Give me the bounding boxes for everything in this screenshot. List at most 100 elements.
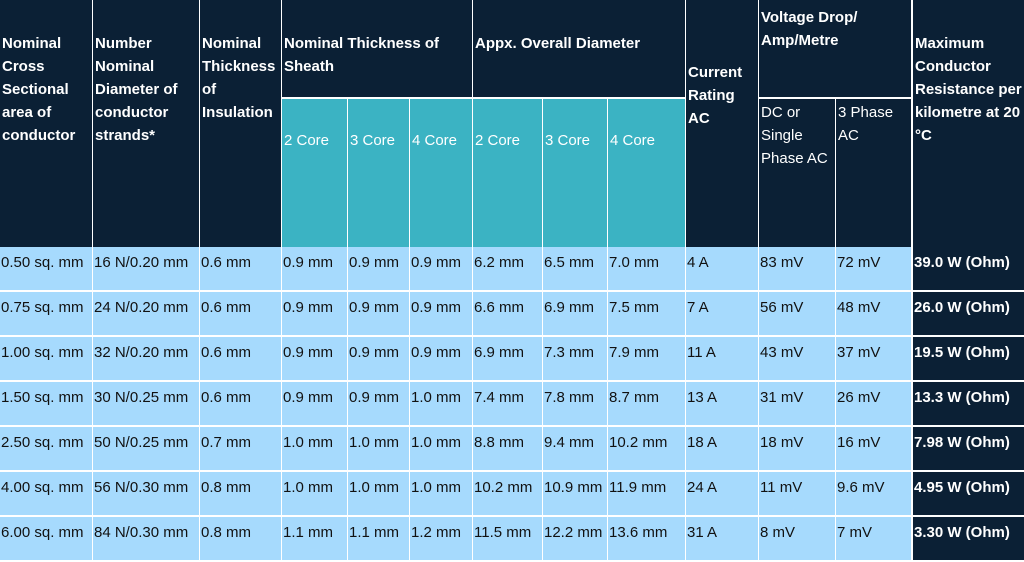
cell-csa: 1.00 sq. mm (0, 337, 92, 382)
cell-strands: 30 N/0.25 mm (92, 382, 199, 427)
cell-csa: 6.00 sq. mm (0, 517, 92, 562)
cell-current: 4 A (685, 247, 758, 292)
cell-resistance: 4.95 W (Ohm) (911, 472, 1024, 517)
cell-csa: 1.50 sq. mm (0, 382, 92, 427)
cell-sheath-3-core: 1.1 mm (347, 517, 409, 562)
cell-dc-drop: 31 mV (758, 382, 835, 427)
cell-sheath-4-core: 1.0 mm (409, 382, 472, 427)
cell-ac3-drop: 37 mV (835, 337, 911, 382)
header-sheath: Nominal Thickness of Sheath (281, 0, 472, 98)
cell-sheath-2-core: 1.0 mm (281, 472, 347, 517)
cell-strands: 50 N/0.25 mm (92, 427, 199, 472)
subheader-diameter-3-core: 3 Core (542, 97, 607, 247)
cell-resistance: 39.0 W (Ohm) (911, 247, 1024, 292)
cell-diameter-4-core: 8.7 mm (607, 382, 685, 427)
cell-sheath-2-core: 0.9 mm (281, 247, 347, 292)
cell-diameter-4-core: 11.9 mm (607, 472, 685, 517)
cell-current: 13 A (685, 382, 758, 427)
cell-dc-drop: 83 mV (758, 247, 835, 292)
header-strands: Number Nominal Diameter of conductor str… (92, 0, 199, 247)
cell-csa: 0.75 sq. mm (0, 292, 92, 337)
cell-sheath-4-core: 1.2 mm (409, 517, 472, 562)
cell-sheath-2-core: 0.9 mm (281, 382, 347, 427)
cell-sheath-4-core: 1.0 mm (409, 472, 472, 517)
cell-insulation: 0.6 mm (199, 337, 281, 382)
cell-current: 31 A (685, 517, 758, 562)
cell-sheath-2-core: 1.0 mm (281, 427, 347, 472)
subheader-dc: DC or Single Phase AC (758, 97, 835, 247)
cell-diameter-4-core: 7.5 mm (607, 292, 685, 337)
cell-csa: 4.00 sq. mm (0, 472, 92, 517)
cell-diameter-3-core: 10.9 mm (542, 472, 607, 517)
cell-sheath-2-core: 0.9 mm (281, 292, 347, 337)
cell-csa: 2.50 sq. mm (0, 427, 92, 472)
cell-resistance: 19.5 W (Ohm) (911, 337, 1024, 382)
cell-ac3-drop: 9.6 mV (835, 472, 911, 517)
cell-insulation: 0.8 mm (199, 472, 281, 517)
cell-dc-drop: 8 mV (758, 517, 835, 562)
cell-diameter-2-core: 6.2 mm (472, 247, 542, 292)
subheader-diameter-4-core: 4 Core (607, 97, 685, 247)
cell-sheath-2-core: 0.9 mm (281, 337, 347, 382)
cell-sheath-4-core: 1.0 mm (409, 427, 472, 472)
cell-diameter-4-core: 13.6 mm (607, 517, 685, 562)
cell-dc-drop: 11 mV (758, 472, 835, 517)
cell-current: 18 A (685, 427, 758, 472)
cell-resistance: 13.3 W (Ohm) (911, 382, 1024, 427)
subheader-diameter-2-core: 2 Core (472, 97, 542, 247)
cell-diameter-2-core: 7.4 mm (472, 382, 542, 427)
cell-csa: 0.50 sq. mm (0, 247, 92, 292)
header-voltage-drop: Voltage Drop/ Amp/Metre (758, 0, 911, 98)
cell-strands: 16 N/0.20 mm (92, 247, 199, 292)
header-current: Current Rating AC (685, 0, 758, 247)
cell-ac3-drop: 72 mV (835, 247, 911, 292)
cell-diameter-2-core: 6.6 mm (472, 292, 542, 337)
cell-current: 24 A (685, 472, 758, 517)
cell-insulation: 0.6 mm (199, 247, 281, 292)
cell-sheath-3-core: 0.9 mm (347, 382, 409, 427)
cell-insulation: 0.7 mm (199, 427, 281, 472)
cell-diameter-3-core: 6.9 mm (542, 292, 607, 337)
cell-sheath-3-core: 1.0 mm (347, 427, 409, 472)
cell-diameter-4-core: 7.9 mm (607, 337, 685, 382)
header-diameter: Appx. Overall Diameter (472, 0, 685, 98)
subheader-sheath-4-core: 4 Core (409, 97, 472, 247)
cell-resistance: 3.30 W (Ohm) (911, 517, 1024, 562)
cell-sheath-3-core: 0.9 mm (347, 247, 409, 292)
cell-diameter-3-core: 7.8 mm (542, 382, 607, 427)
cell-sheath-2-core: 1.1 mm (281, 517, 347, 562)
cell-resistance: 7.98 W (Ohm) (911, 427, 1024, 472)
header-resistance: Maximum Conductor Resistance per kilomet… (911, 0, 1024, 247)
cell-insulation: 0.6 mm (199, 382, 281, 427)
cell-sheath-4-core: 0.9 mm (409, 292, 472, 337)
cell-strands: 24 N/0.20 mm (92, 292, 199, 337)
cell-diameter-3-core: 12.2 mm (542, 517, 607, 562)
cell-sheath-4-core: 0.9 mm (409, 337, 472, 382)
cell-current: 11 A (685, 337, 758, 382)
cell-strands: 56 N/0.30 mm (92, 472, 199, 517)
cell-sheath-4-core: 0.9 mm (409, 247, 472, 292)
cell-diameter-2-core: 11.5 mm (472, 517, 542, 562)
cell-dc-drop: 56 mV (758, 292, 835, 337)
cell-insulation: 0.8 mm (199, 517, 281, 562)
header-insulation: Nominal Thickness of Insulation (199, 0, 281, 247)
cell-ac3-drop: 16 mV (835, 427, 911, 472)
cell-strands: 84 N/0.30 mm (92, 517, 199, 562)
cell-sheath-3-core: 0.9 mm (347, 292, 409, 337)
cell-diameter-2-core: 6.9 mm (472, 337, 542, 382)
cell-dc-drop: 43 mV (758, 337, 835, 382)
header-nominal-csa: Nominal Cross Sectional area of conducto… (0, 0, 92, 247)
cell-diameter-3-core: 7.3 mm (542, 337, 607, 382)
cell-dc-drop: 18 mV (758, 427, 835, 472)
cell-ac3-drop: 48 mV (835, 292, 911, 337)
cell-strands: 32 N/0.20 mm (92, 337, 199, 382)
cell-diameter-2-core: 10.2 mm (472, 472, 542, 517)
cell-insulation: 0.6 mm (199, 292, 281, 337)
cell-sheath-3-core: 1.0 mm (347, 472, 409, 517)
cell-diameter-2-core: 8.8 mm (472, 427, 542, 472)
cell-diameter-4-core: 10.2 mm (607, 427, 685, 472)
cell-diameter-3-core: 9.4 mm (542, 427, 607, 472)
subheader-3-phase: 3 Phase AC (835, 97, 911, 247)
cell-diameter-3-core: 6.5 mm (542, 247, 607, 292)
